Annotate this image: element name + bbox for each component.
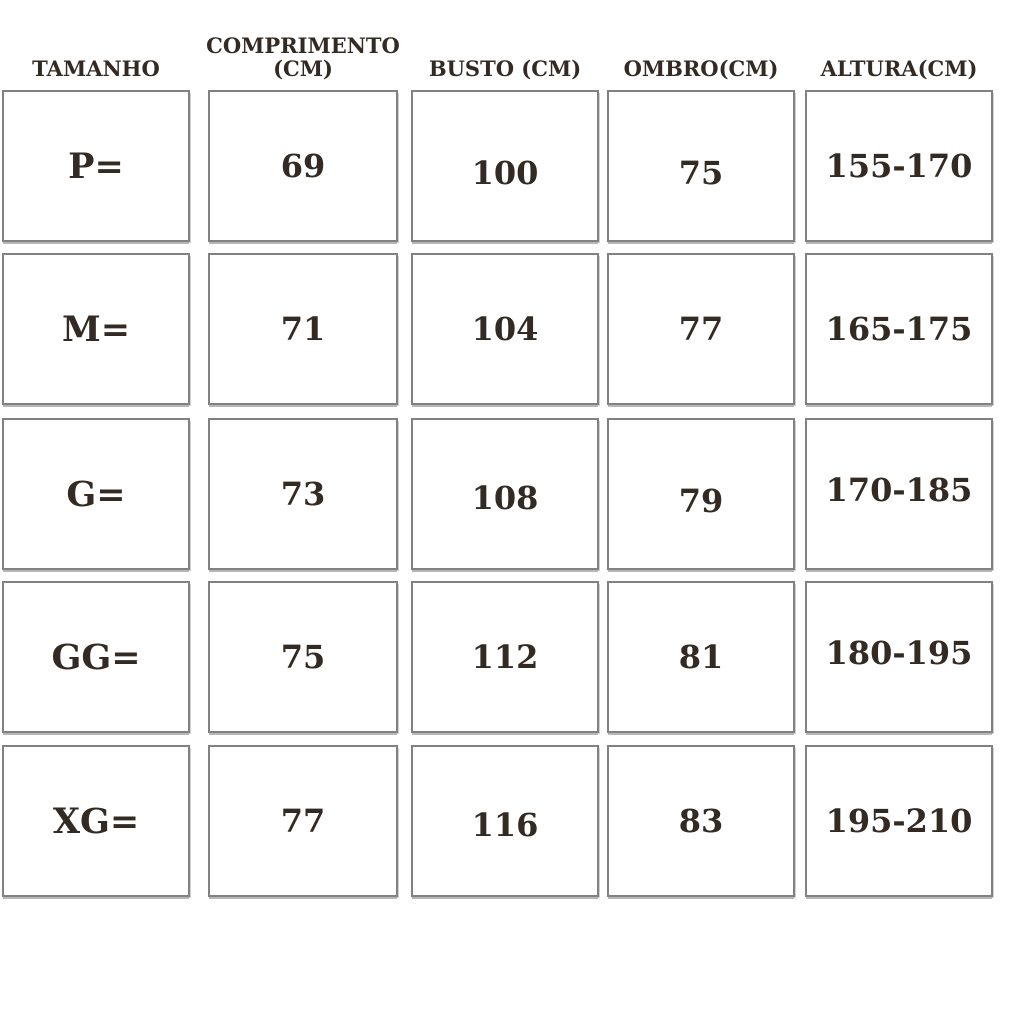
cell-ombro-m: 77 — [607, 253, 795, 405]
cell-ombro-g: 79 — [607, 418, 795, 570]
cell-altura-gg: 180-195 — [805, 581, 993, 733]
cell-tamanho-g: G= — [2, 418, 190, 570]
cell-altura-p: 155-170 — [805, 90, 993, 242]
column-header-busto: BUSTO (CM) — [428, 55, 582, 81]
cell-busto-g: 108 — [411, 418, 599, 570]
cell-ombro-gg: 81 — [607, 581, 795, 733]
cell-ombro-p: 75 — [607, 90, 795, 242]
cell-busto-gg: 112 — [411, 581, 599, 733]
cell-altura-xg: 195-210 — [805, 745, 993, 897]
cell-comprimento-g: 73 — [208, 418, 398, 570]
column-header-comprimento: COMPRIMENTO (CM) — [206, 32, 400, 81]
cell-comprimento-xg: 77 — [208, 745, 398, 897]
cell-tamanho-m: M= — [2, 253, 190, 405]
cell-tamanho-p: P= — [2, 90, 190, 242]
cell-busto-p: 100 — [411, 90, 599, 242]
cell-busto-m: 104 — [411, 253, 599, 405]
cell-tamanho-gg: GG= — [2, 581, 190, 733]
cell-comprimento-gg: 75 — [208, 581, 398, 733]
column-header-ombro: OMBRO(CM) — [623, 55, 779, 81]
cell-tamanho-xg: XG= — [2, 745, 190, 897]
column-header-tamanho: TAMANHO — [32, 55, 160, 81]
cell-comprimento-p: 69 — [208, 90, 398, 242]
cell-altura-g: 170-185 — [805, 418, 993, 570]
column-header-altura: ALTURA(CM) — [820, 55, 978, 81]
cell-busto-xg: 116 — [411, 745, 599, 897]
cell-altura-m: 165-175 — [805, 253, 993, 405]
cell-ombro-xg: 83 — [607, 745, 795, 897]
cell-comprimento-m: 71 — [208, 253, 398, 405]
